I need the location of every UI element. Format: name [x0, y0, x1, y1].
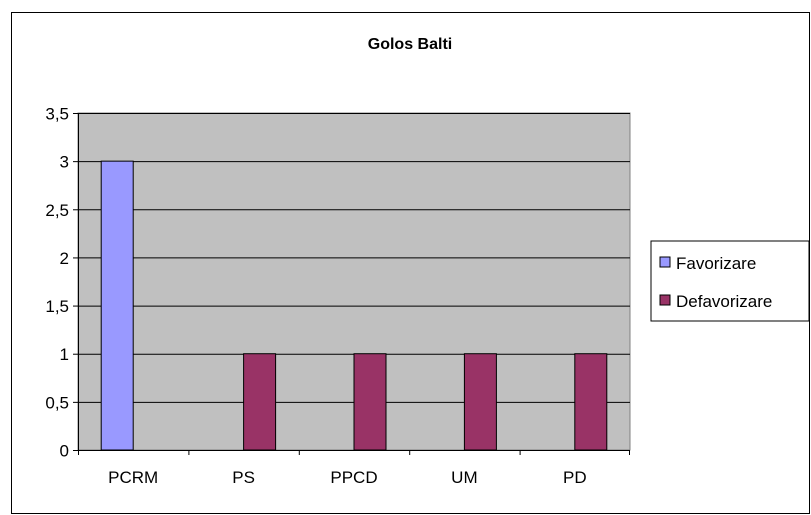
x-tick-label: PD — [563, 468, 587, 487]
x-tick-label: PS — [232, 468, 255, 487]
y-tick-label: 3 — [60, 153, 69, 172]
bar-defavorizare-um — [463, 353, 497, 451]
y-tick-label: 1,5 — [45, 297, 69, 316]
y-tick-label: 3,5 — [45, 105, 69, 124]
x-tick-label: PPCD — [330, 468, 377, 487]
bar-defavorizare-ppcd — [353, 353, 387, 451]
legend-box — [650, 240, 810, 322]
bar-favorizare-pcrm — [100, 160, 134, 451]
bar-defavorizare-pd — [574, 353, 608, 451]
x-tick-label: PCRM — [108, 468, 158, 487]
y-tick-label: 2,5 — [45, 201, 69, 220]
y-tick-label: 0,5 — [45, 393, 69, 412]
y-tick-label: 2 — [60, 249, 69, 268]
legend-label: Defavorizare — [676, 292, 772, 311]
bar-defavorizare-ps — [243, 353, 277, 451]
y-tick-label: 0 — [60, 442, 69, 461]
x-tick-label: UM — [451, 468, 477, 487]
y-tick-label: 1 — [60, 345, 69, 364]
legend-swatch — [659, 256, 671, 268]
legend-swatch — [659, 294, 671, 306]
legend-label: Favorizare — [676, 254, 756, 273]
chart-title: Golos Balti — [368, 36, 452, 53]
